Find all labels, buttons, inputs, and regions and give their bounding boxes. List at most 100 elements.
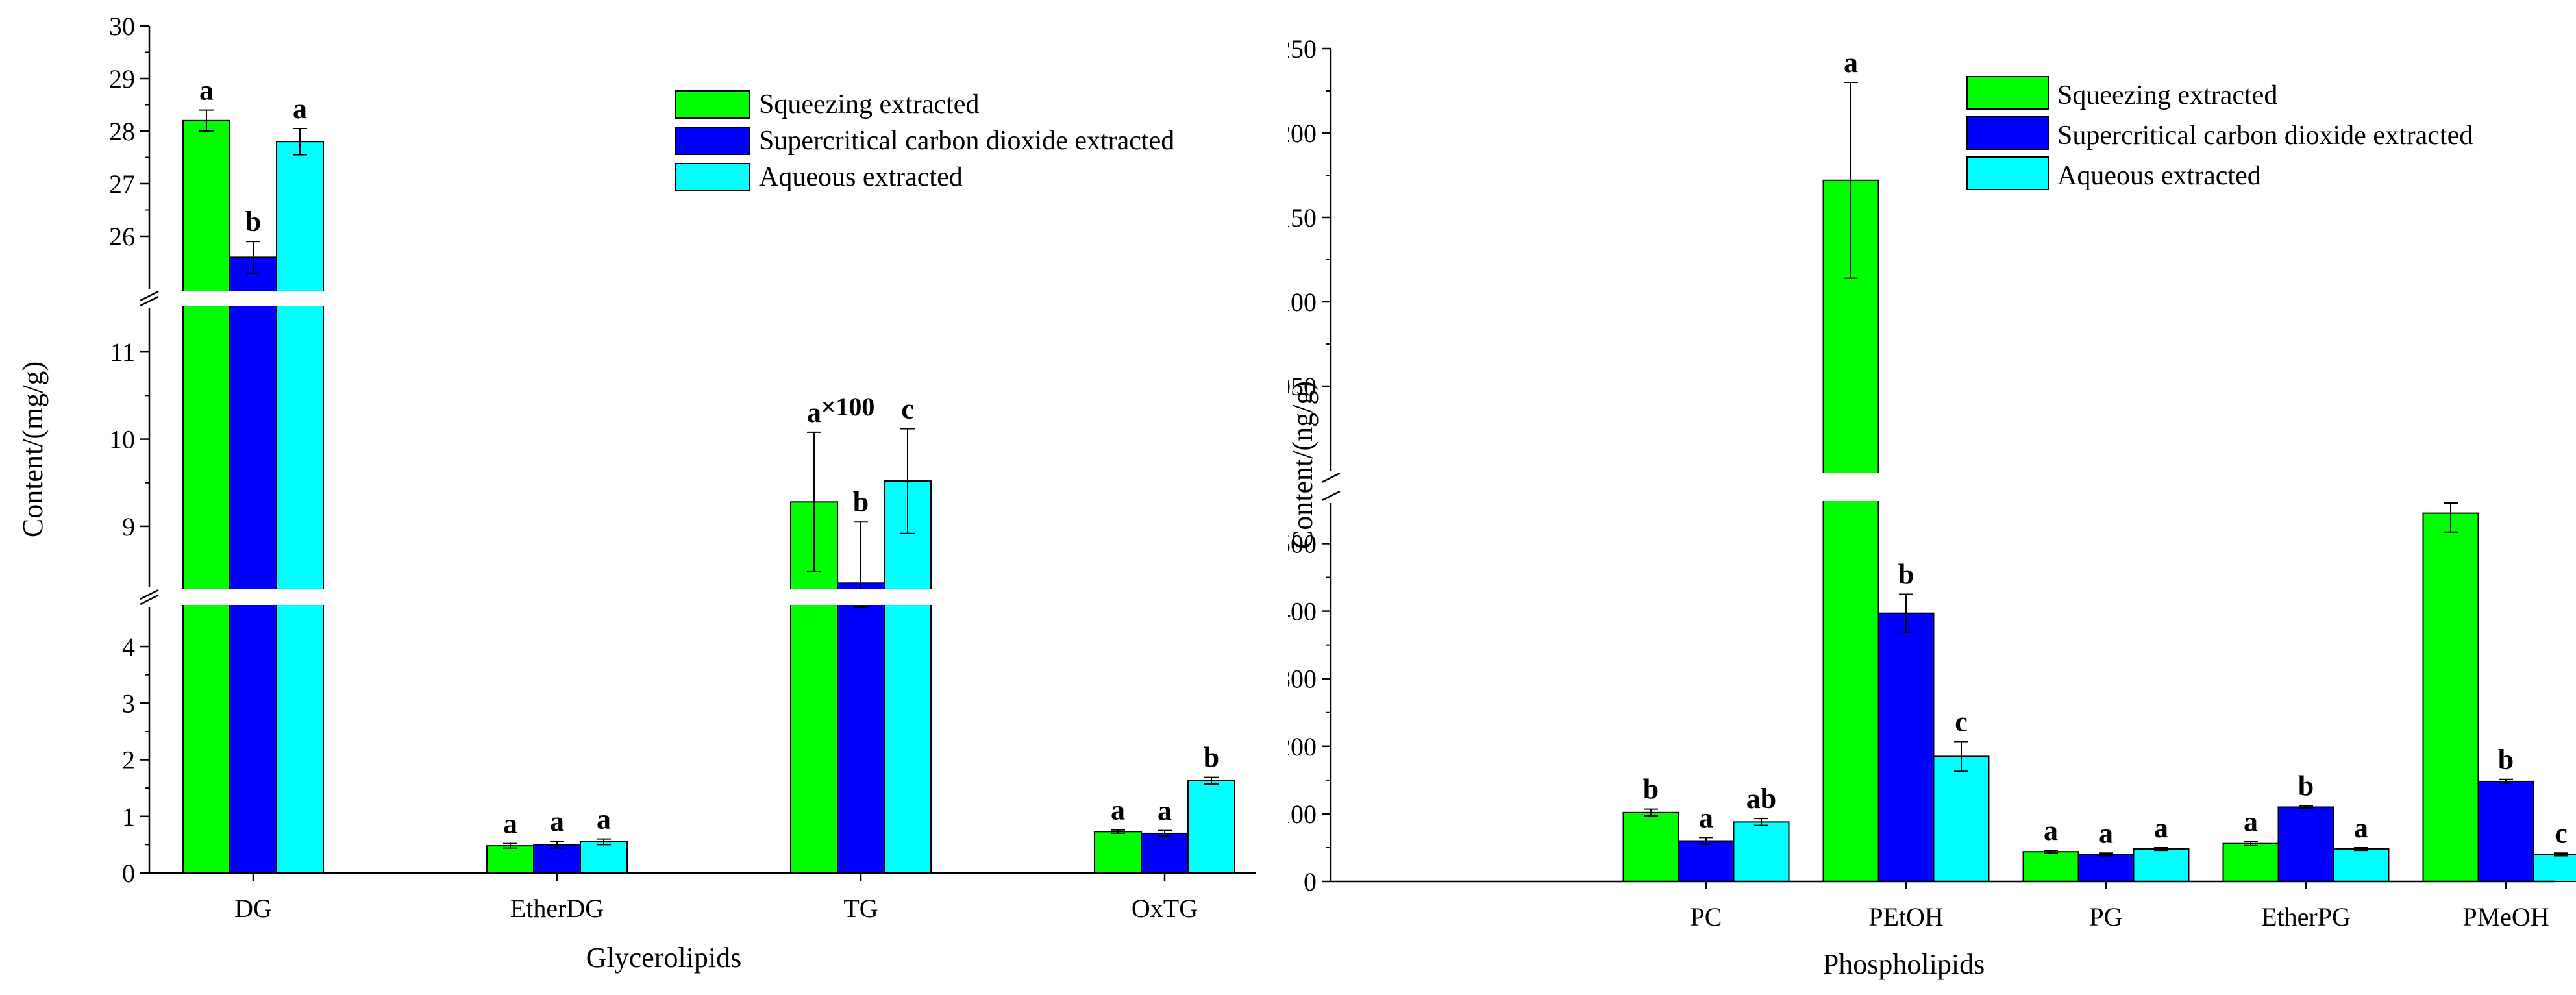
y-tick-label: 4 <box>122 632 135 661</box>
y-tick-label: 9 <box>122 512 135 541</box>
axis-break-gap <box>180 291 1288 306</box>
significance-letter: a <box>293 93 307 125</box>
y-axis-title: Content/(mg/g) <box>17 362 49 537</box>
legend-label: Squeezing extracted <box>759 90 979 119</box>
axis-break-mark <box>140 290 159 302</box>
bar-OxTG-s2 <box>1187 780 1235 874</box>
y-tick-label: 0 <box>122 859 135 888</box>
bar-TG-s2 <box>884 480 932 874</box>
multiplier-annotation: ×100 <box>821 392 875 421</box>
significance-letter: a <box>2354 812 2368 844</box>
y-tick-label: 30 <box>109 12 135 41</box>
bar-EtherPG-s0 <box>2222 842 2279 882</box>
significance-letter: a <box>2154 812 2168 844</box>
legend-swatch <box>675 163 750 191</box>
significance-letter: a <box>1111 794 1125 826</box>
x-category-label: OxTG <box>1132 894 1198 923</box>
legend-label: Squeezing extracted <box>2057 80 2277 110</box>
y-tick-label: 1250 <box>1288 34 1317 64</box>
axis-break-mark <box>140 589 159 600</box>
significance-letter: a <box>807 397 821 428</box>
y-tick-label: 10 <box>109 425 135 454</box>
y-tick-label: 200 <box>1288 732 1317 761</box>
y-tick-label: 100 <box>1288 800 1317 829</box>
bar-PMeOH-s0 <box>2422 512 2479 882</box>
significance-letter: a <box>503 808 517 840</box>
y-tick-label: 1 <box>122 802 135 831</box>
legend-swatch <box>1966 116 2049 150</box>
axis-break-mark <box>140 594 159 606</box>
axis-break-gap <box>180 589 1288 605</box>
bar-DG-s1 <box>229 256 277 874</box>
axis-break-gap <box>1322 471 1340 502</box>
significance-letter: b <box>1204 742 1219 774</box>
x-category-label: PMeOH <box>2462 902 2549 931</box>
bar-EtherPG-s1 <box>2277 806 2334 883</box>
bar-PG-s2 <box>2133 848 2190 882</box>
y-tick-label: 400 <box>1288 597 1317 626</box>
x-category-label: TG <box>843 894 878 923</box>
bar-DG-s2 <box>276 141 324 874</box>
x-category-label: EtherPG <box>2261 902 2351 931</box>
y-tick-label: 11 <box>110 338 135 367</box>
bar-TG-s1 <box>837 582 885 874</box>
bar-PC-s1 <box>1678 840 1735 883</box>
glycerolipids-chart: aaaaabababaabaacbba01234910112627282930D… <box>17 12 1288 974</box>
bar-EtherDG-s0 <box>486 845 534 874</box>
significance-letter: a <box>1158 795 1172 827</box>
bar-PG-s1 <box>2077 854 2135 883</box>
significance-letter: b <box>245 206 261 238</box>
legend-swatch <box>675 90 750 119</box>
significance-letter: b <box>853 486 869 518</box>
bar-EtherDG-s2 <box>580 841 628 874</box>
bar-PEtOH-s2 <box>1933 755 1990 882</box>
significance-letter: a <box>2244 806 2258 838</box>
significance-letter: a <box>2099 817 2113 849</box>
y-tick-label: 2 <box>122 746 135 775</box>
bar-PEtOH-s1 <box>1877 612 1935 882</box>
bar-EtherPG-s2 <box>2333 848 2390 882</box>
y-axis-title: Content/(ng/g) <box>1288 381 1319 549</box>
y-tick-label: 29 <box>109 64 135 93</box>
y-tick-label: 3 <box>122 689 135 718</box>
significance-letter: a <box>597 804 611 835</box>
y-tick-label: 300 <box>1288 665 1317 694</box>
y-tick-label: 1100 <box>1288 288 1317 317</box>
axis-break-gap <box>1620 473 2576 501</box>
significance-letter: a <box>1699 802 1713 833</box>
bar-EtherDG-s1 <box>533 844 581 874</box>
y-tick-label: 28 <box>109 117 135 146</box>
y-tick-label: 1150 <box>1288 203 1317 232</box>
legend-swatch <box>1966 76 2049 110</box>
x-category-label: DG <box>234 894 272 923</box>
x-axis-title: Glycerolipids <box>586 942 742 974</box>
significance-letter: c <box>1955 706 1968 737</box>
significance-letter: a <box>1844 47 1858 79</box>
axis-break-mark <box>1321 490 1341 502</box>
axis-break-mark <box>140 295 159 307</box>
significance-letter: ab <box>1746 783 1776 815</box>
legend-label: Aqueous extracted <box>759 162 963 192</box>
bar-DG-s0 <box>182 119 230 874</box>
significance-letter: a <box>199 75 214 106</box>
legend-label: Supercritical carbon dioxide extracted <box>2057 121 2473 151</box>
y-tick-label: 0 <box>1304 867 1317 896</box>
multiplier-text: ×100 <box>821 392 875 421</box>
y-tick-label: 26 <box>109 222 135 251</box>
phospholipids-chart: baaaaababbabcaac010020030040050010501100… <box>1288 34 2576 980</box>
significance-letter: c <box>2555 817 2568 849</box>
bar-PC-s0 <box>1622 811 1679 882</box>
bar-PMeOH-s2 <box>2533 854 2576 883</box>
bar-PC-s2 <box>1733 821 1790 883</box>
legend-label: Aqueous extracted <box>2057 161 2261 191</box>
x-category-label: PEtOH <box>1868 902 1944 931</box>
bar-PG-s0 <box>2022 851 2079 883</box>
significance-letter: b <box>1643 774 1659 805</box>
y-tick-label: 500 <box>1288 529 1317 558</box>
x-category-label: PC <box>1690 902 1722 931</box>
significance-letter: a <box>2044 815 2058 846</box>
significance-letter: b <box>2498 744 2514 776</box>
axis-break-mark <box>1321 472 1341 484</box>
bar-OxTG-s1 <box>1141 832 1189 874</box>
